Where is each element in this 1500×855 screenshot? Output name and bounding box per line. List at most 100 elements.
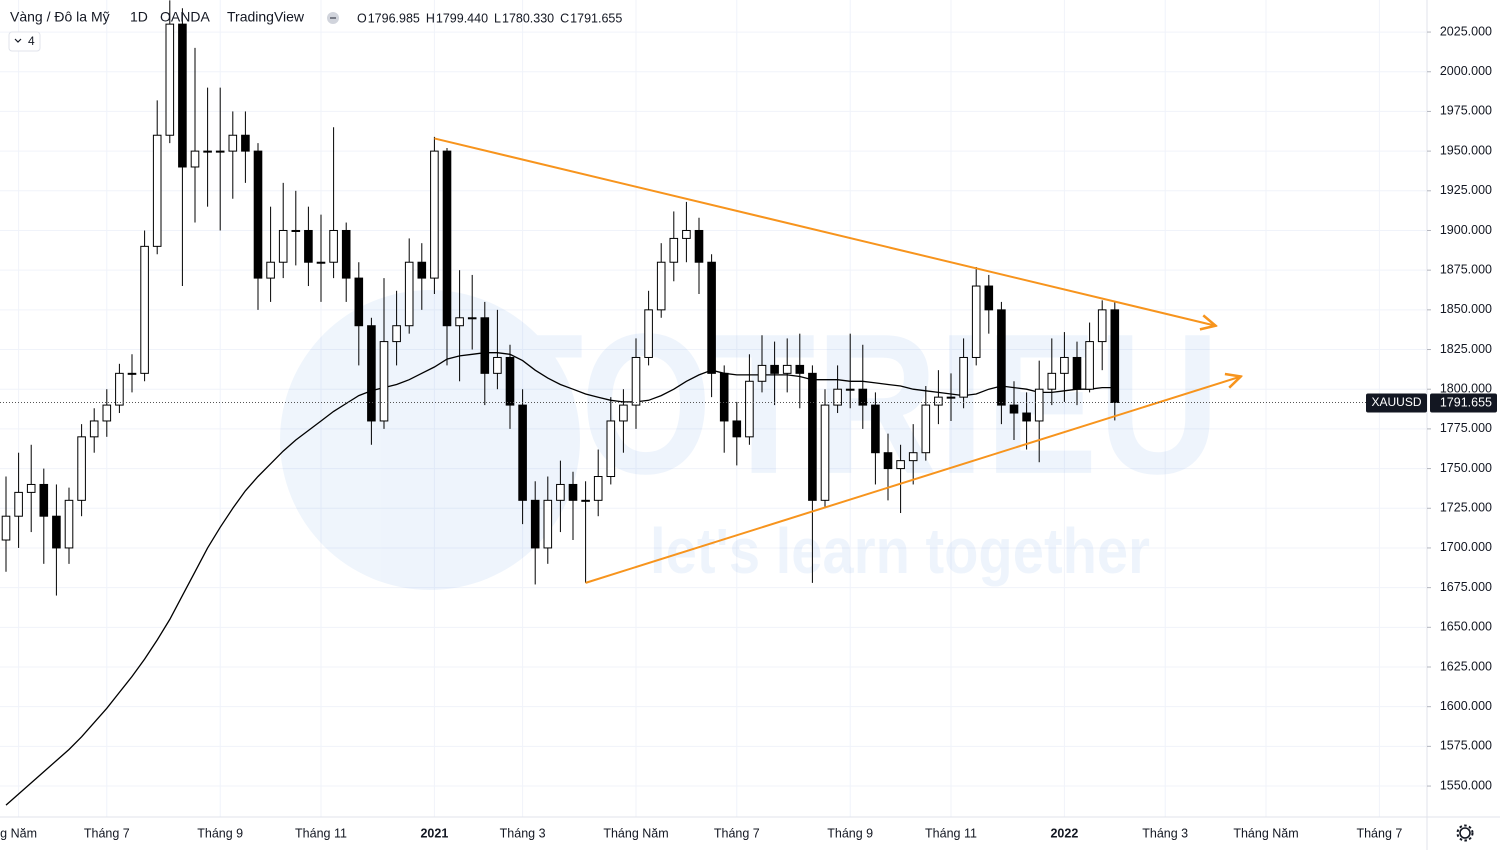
candle-body xyxy=(871,404,880,454)
y-tick-label: 1575.000 xyxy=(1440,739,1492,753)
x-tick-label: Tháng 7 xyxy=(1356,826,1402,840)
candle-body xyxy=(530,499,540,549)
y-tick-label: 1675.000 xyxy=(1440,580,1492,594)
axes: 1550.000 1575.000 1600.000 1625.000 1650.000… xyxy=(0,24,1497,840)
ohlc-value: 1780.330 xyxy=(502,11,554,25)
x-tick-label: Tháng Năm xyxy=(603,826,668,840)
y-tick-label: 1725.000 xyxy=(1440,501,1492,515)
candle-body xyxy=(14,491,23,517)
x-tick-label: Tháng 11 xyxy=(295,826,347,840)
y-tick-label: 1700.000 xyxy=(1440,540,1492,554)
candle-body xyxy=(543,499,553,549)
indicator-count: 4 xyxy=(28,34,35,48)
candle-body xyxy=(619,404,628,422)
ohlc-label: H xyxy=(426,11,435,25)
candle-body xyxy=(694,229,704,263)
candle-body xyxy=(165,23,175,136)
candle-body xyxy=(1009,404,1019,414)
candle-body xyxy=(833,388,842,406)
interval: 1D xyxy=(130,9,148,25)
x-tick-label: Tháng Năm xyxy=(1233,826,1298,840)
candle-body xyxy=(782,364,792,374)
candle-body xyxy=(593,476,603,501)
candle-body xyxy=(178,23,187,168)
candle-body xyxy=(152,134,162,247)
indicator-toggle[interactable] xyxy=(8,31,41,52)
trendline xyxy=(434,137,1215,325)
exchange: OANDA xyxy=(160,9,210,25)
ohlc-label: C xyxy=(560,11,569,25)
candle-body xyxy=(467,317,477,320)
x-tick-label: g Năm xyxy=(0,826,37,840)
candle-body xyxy=(1110,309,1120,403)
y-tick-label: 1650.000 xyxy=(1440,620,1492,634)
candle-body xyxy=(341,229,351,279)
candle-body xyxy=(140,245,149,374)
candle-body xyxy=(480,317,490,374)
candle-body xyxy=(1072,356,1082,390)
candle-body xyxy=(682,229,691,239)
candle-body xyxy=(581,499,590,502)
candle-body xyxy=(354,277,364,327)
candle-body xyxy=(291,229,301,232)
candle-body xyxy=(1,515,11,541)
gear-icon xyxy=(1459,827,1471,839)
y-tick-label: 1825.000 xyxy=(1440,342,1492,356)
candle-body xyxy=(883,452,893,470)
y-tick-label: 1800.000 xyxy=(1440,382,1492,396)
candle-body xyxy=(921,404,931,454)
watermark-slogan: let's learn together xyxy=(650,515,1150,587)
candle-body xyxy=(644,309,653,358)
candle-body xyxy=(404,261,414,327)
plot xyxy=(0,0,1426,806)
candle-body xyxy=(417,261,427,279)
candle-body xyxy=(631,356,641,406)
trendline xyxy=(585,377,1241,584)
candle-body xyxy=(1022,412,1031,422)
candle-body xyxy=(745,380,754,438)
candle-body xyxy=(26,483,36,493)
candle-body xyxy=(896,460,905,470)
candle-body xyxy=(606,420,616,478)
y-tick-label: 2000.000 xyxy=(1440,64,1492,78)
x-tick-label: Tháng 7 xyxy=(84,826,130,840)
y-tick-label: 1950.000 xyxy=(1440,143,1492,157)
y-tick-label: 1925.000 xyxy=(1440,183,1492,197)
candle-body xyxy=(997,309,1006,406)
candle-body xyxy=(656,261,666,311)
y-tick-label: 1625.000 xyxy=(1440,659,1492,673)
candle-body xyxy=(1034,388,1044,422)
candle-body xyxy=(820,404,830,501)
settings-button[interactable] xyxy=(1456,824,1474,842)
x-tick-label: Tháng 11 xyxy=(925,826,977,840)
watermark: TOTRIEU let's learn together xyxy=(280,290,1220,590)
y-tick-label: 1550.000 xyxy=(1440,778,1492,792)
candle-body xyxy=(367,325,376,422)
candle-body xyxy=(52,515,61,549)
candle-body xyxy=(102,404,112,422)
candle-body xyxy=(64,499,74,549)
candle-body xyxy=(707,261,716,374)
candle-body xyxy=(858,388,868,406)
candle-body xyxy=(190,150,200,168)
ohlc-label: O xyxy=(357,11,367,25)
candle-body xyxy=(808,372,817,501)
candle-body xyxy=(845,388,855,391)
candle-body xyxy=(127,372,137,375)
chevron-icon xyxy=(14,38,22,43)
y-tick-label: 1900.000 xyxy=(1440,223,1492,237)
ohlc-value: 1791.655 xyxy=(570,11,622,25)
candle-body xyxy=(215,150,225,153)
candle-body xyxy=(379,341,389,422)
x-tick-label: Tháng 9 xyxy=(827,826,873,840)
ohlc-label: L xyxy=(494,11,501,25)
candle-body xyxy=(556,483,565,501)
candle-body xyxy=(505,356,515,406)
candle-body xyxy=(908,452,918,462)
y-tick-label: 1975.000 xyxy=(1440,104,1492,118)
candle-body xyxy=(732,420,742,438)
symbol-tag: XAUUSD xyxy=(1371,395,1421,409)
candle-body xyxy=(518,404,527,501)
candle-body xyxy=(203,150,212,153)
candle-body xyxy=(1085,341,1094,390)
